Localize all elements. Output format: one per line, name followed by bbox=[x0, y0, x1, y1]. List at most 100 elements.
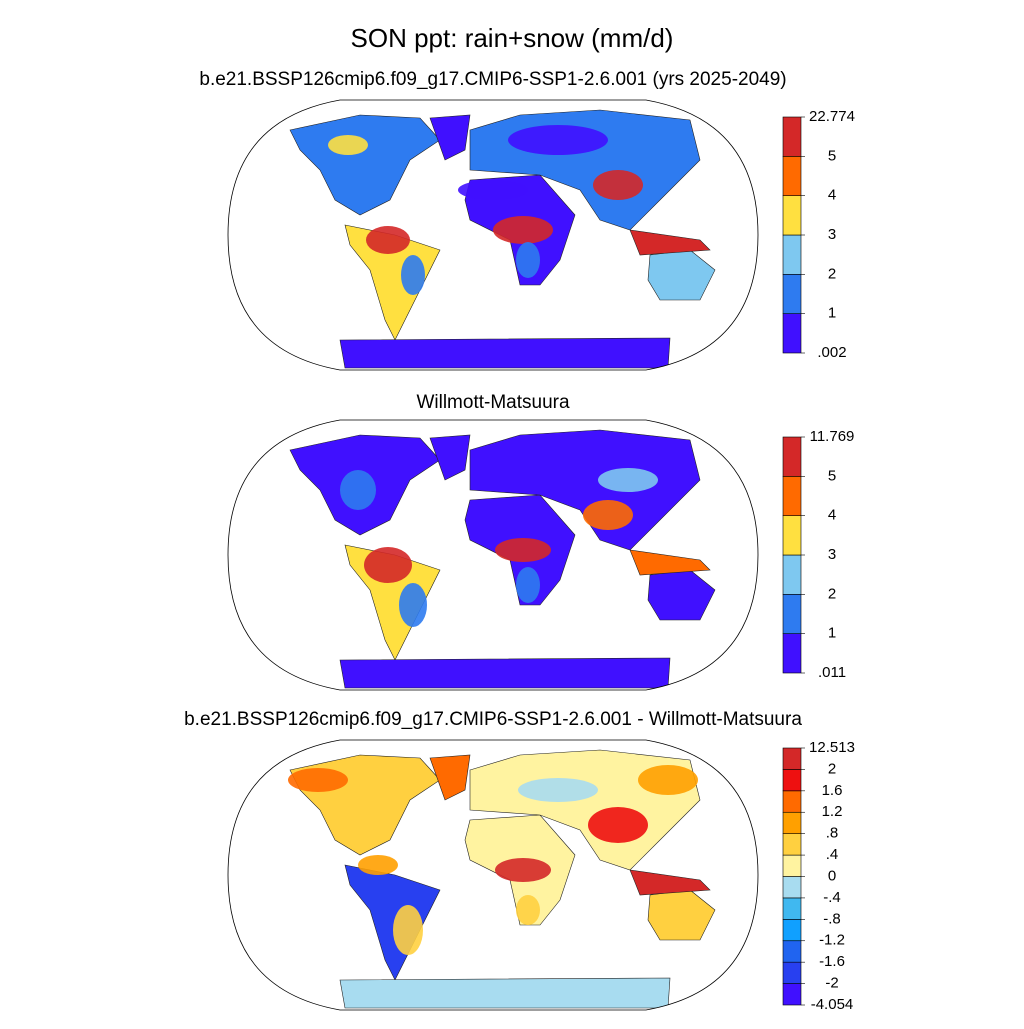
map bbox=[227, 419, 759, 691]
field-patch bbox=[598, 468, 658, 492]
colorbar-label: 2 bbox=[828, 265, 836, 282]
land-sa bbox=[344, 864, 441, 981]
field-patch bbox=[508, 125, 608, 155]
colorbar-label: -2 bbox=[825, 975, 838, 992]
colorbar-box bbox=[782, 790, 802, 813]
land-id bbox=[629, 229, 711, 256]
colorbar-label: 1.6 bbox=[822, 782, 843, 799]
colorbar-box bbox=[782, 854, 802, 877]
field-patch bbox=[328, 135, 368, 155]
land-eu bbox=[469, 429, 701, 551]
colorbar-box bbox=[782, 833, 802, 856]
land-gl bbox=[429, 754, 471, 801]
land-gl bbox=[429, 434, 471, 481]
field-patch bbox=[288, 768, 348, 792]
colorbar-box bbox=[782, 436, 802, 477]
colorbar-box bbox=[782, 515, 802, 556]
land-sa bbox=[344, 224, 441, 341]
colorbar-label: 2 bbox=[828, 585, 836, 602]
colorbar-box bbox=[782, 769, 802, 792]
colorbar-label: 1 bbox=[828, 305, 836, 322]
colorbar-label: .4 bbox=[826, 846, 839, 863]
field-patch bbox=[516, 567, 540, 603]
field-patch bbox=[516, 242, 540, 278]
colorbar-box bbox=[782, 919, 802, 942]
colorbar-box bbox=[782, 234, 802, 275]
colorbar-label: 3 bbox=[828, 226, 836, 243]
colorbar-label: .002 bbox=[817, 344, 846, 361]
map-land bbox=[289, 109, 716, 369]
colorbar-label: 0 bbox=[828, 867, 836, 884]
colorbar-label: -1.2 bbox=[819, 932, 845, 949]
land-an bbox=[339, 657, 671, 689]
colorbar-label: 1 bbox=[828, 625, 836, 642]
field-patch bbox=[358, 855, 398, 875]
land-gl bbox=[429, 114, 471, 161]
colorbar-box bbox=[782, 313, 802, 354]
map-outline bbox=[227, 419, 759, 691]
field-patch bbox=[401, 255, 425, 295]
colorbar-box bbox=[782, 897, 802, 920]
colorbar-label: -.8 bbox=[823, 910, 841, 927]
map-outline bbox=[227, 99, 759, 371]
colorbar-box bbox=[782, 876, 802, 899]
colorbar-box bbox=[782, 195, 802, 236]
map bbox=[227, 99, 759, 371]
colorbar-box bbox=[782, 274, 802, 314]
field-patch bbox=[638, 765, 698, 795]
colorbar-label: 11.769 bbox=[810, 428, 855, 445]
field-patch bbox=[583, 500, 633, 530]
colorbar-label: .011 bbox=[818, 664, 846, 681]
colorbar-box bbox=[782, 156, 802, 196]
field-patch bbox=[458, 180, 528, 200]
map bbox=[227, 739, 759, 1011]
colorbar-box bbox=[782, 554, 802, 595]
field-patch bbox=[340, 470, 376, 510]
land-an bbox=[339, 977, 671, 1009]
map-outline bbox=[227, 739, 759, 1011]
panel-title: b.e21.BSSP126cmip6.f09_g17.CMIP6-SSP1-2.… bbox=[199, 69, 786, 90]
colorbar-label: 1.2 bbox=[822, 803, 843, 820]
field-patch bbox=[588, 807, 648, 843]
land-na bbox=[289, 114, 441, 216]
colorbar-box bbox=[782, 633, 802, 674]
field-patch bbox=[399, 583, 427, 627]
colorbar-label: 5 bbox=[828, 147, 836, 164]
colorbar-label: 12.513 bbox=[809, 739, 855, 756]
colorbar-box bbox=[782, 961, 802, 984]
land-an bbox=[339, 337, 671, 369]
colorbar-label: 3 bbox=[828, 546, 836, 563]
colorbar-label: 2 bbox=[828, 760, 836, 777]
colorbar-box bbox=[782, 811, 802, 834]
main-title: SON ppt: rain+snow (mm/d) bbox=[351, 23, 674, 53]
colorbar-label: 5 bbox=[828, 467, 836, 484]
colorbar-label: -.4 bbox=[823, 889, 841, 906]
colorbar-box bbox=[782, 594, 802, 634]
field-patch bbox=[495, 538, 551, 562]
field-patch bbox=[593, 170, 643, 200]
land-au bbox=[647, 249, 716, 301]
colorbar-box bbox=[782, 983, 802, 1006]
colorbar-label: .8 bbox=[826, 825, 839, 842]
panel-title: Willmott-Matsuura bbox=[416, 392, 570, 413]
colorbar-label: 4 bbox=[828, 187, 836, 204]
field-patch bbox=[516, 895, 540, 925]
land-au bbox=[647, 569, 716, 621]
map-land bbox=[288, 749, 716, 1009]
map-land bbox=[289, 429, 716, 689]
colorbar-label: 22.774 bbox=[809, 108, 855, 125]
field-patch bbox=[366, 226, 410, 254]
colorbar-label: -4.054 bbox=[811, 996, 854, 1013]
land-au bbox=[647, 889, 716, 941]
land-id bbox=[629, 549, 711, 576]
field-patch bbox=[495, 858, 551, 882]
colorbar-label: -1.6 bbox=[819, 953, 845, 970]
field-patch bbox=[393, 905, 423, 955]
field-patch bbox=[493, 216, 553, 244]
colorbar-box bbox=[782, 476, 802, 516]
field-patch bbox=[364, 547, 412, 583]
land-id bbox=[629, 869, 711, 896]
field-patch bbox=[518, 778, 598, 802]
panel-title: b.e21.BSSP126cmip6.f09_g17.CMIP6-SSP1-2.… bbox=[184, 709, 802, 730]
